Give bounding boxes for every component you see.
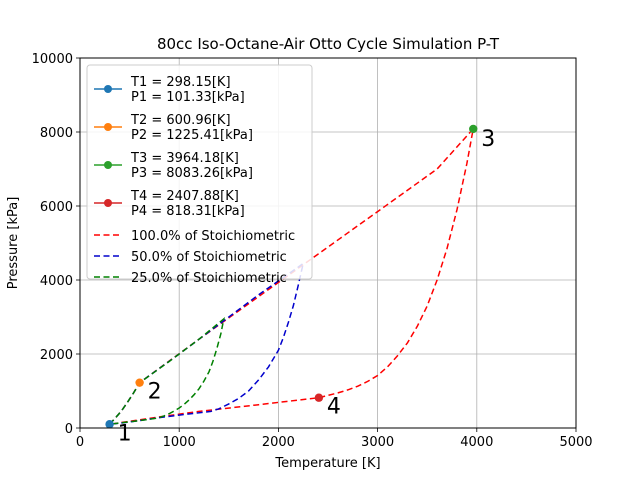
legend-series-text: 100.0% of Stoichiometric	[131, 229, 295, 244]
legend-entry-text: T3 = 3964.18[K]	[130, 151, 239, 166]
state-label-2: 2	[148, 380, 162, 405]
state-point-4	[314, 393, 324, 402]
axis-ticks: 0 1000 2000 3000 4000 5000 0 2000 4000 6000 8000 10…	[32, 52, 593, 450]
y-tick-label: 10000	[32, 52, 73, 67]
legend-entry-text: P2 = 1225.41[kPa]	[131, 128, 253, 143]
state-point-1	[105, 420, 114, 429]
y-tick-label: 2000	[40, 348, 73, 363]
legend-marker-point	[104, 161, 112, 169]
legend-box	[86, 64, 313, 280]
state-point-2	[135, 378, 144, 387]
legend-entry-text: T1 = 298.15[K]	[130, 75, 231, 90]
x-tick-label: 1000	[163, 435, 196, 450]
legend-entry-text: P4 = 818.31[kPa]	[131, 204, 245, 219]
y-tick-label: 8000	[40, 126, 73, 141]
legend-entry-text: T4 = 2407.88[K]	[130, 189, 239, 204]
y-tick-label: 4000	[40, 274, 73, 289]
state-label-1: 1	[118, 421, 132, 446]
x-tick-label: 5000	[559, 435, 592, 450]
state-label-4: 4	[327, 395, 341, 420]
plot-frame	[79, 57, 577, 429]
legend-series-text: 50.0% of Stoichiometric	[131, 250, 287, 265]
legend-marker-point	[104, 199, 112, 207]
x-tick-label: 4000	[460, 435, 493, 450]
x-axis-label: Temperature [K]	[274, 456, 380, 471]
y-tick-label: 6000	[40, 200, 73, 215]
x-tick-label: 0	[76, 435, 84, 450]
x-tick-label: 2000	[262, 435, 295, 450]
legend-series-text: 25.0% of Stoichiometric	[131, 271, 287, 286]
y-tick-label: 0	[65, 422, 73, 437]
y-axis-label: Pressure [kPa]	[6, 197, 21, 290]
state-points-layer: 12 3 4	[105, 124, 495, 446]
state-label-3: 3	[481, 127, 495, 152]
x-tick-label: 3000	[361, 435, 394, 450]
series-line-2	[109, 316, 225, 426]
legend-entry-text: P3 = 8083.26[kPa]	[131, 166, 253, 181]
legend-marker-point	[104, 85, 112, 93]
state-point-3	[469, 124, 478, 134]
legend-entry-text: T2 = 600.96[K]	[130, 113, 231, 128]
legend-marker-point	[104, 123, 112, 131]
legend: T1 = 298.15[K]P1 = 101.33[kPa] T2 = 600.9…	[86, 64, 313, 286]
chart-title: 80cc Iso-Octane-Air Otto Cycle Simulatio…	[157, 35, 500, 53]
legend-entry-text: P1 = 101.33[kPa]	[131, 90, 245, 105]
